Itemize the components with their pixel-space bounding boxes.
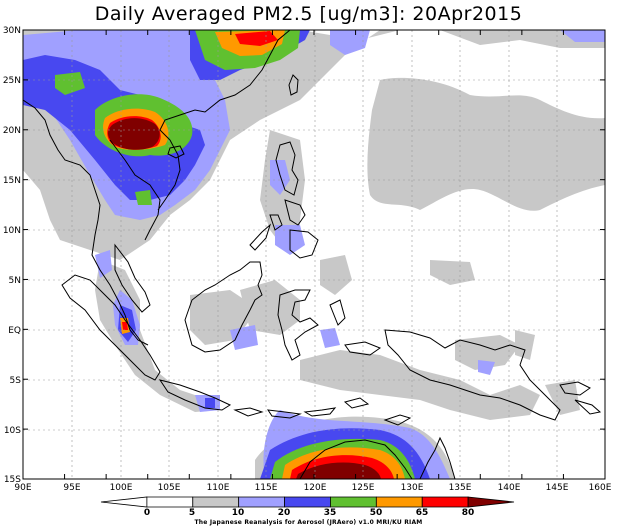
coastline-borneo <box>184 261 263 353</box>
lon-label: 130E <box>401 483 424 493</box>
coastline-sumatra <box>61 274 161 381</box>
colorbar-segment <box>467 496 515 508</box>
lon-label: 135E <box>449 483 472 493</box>
lat-label: 15N <box>3 176 21 186</box>
colorbar-segment <box>192 496 240 508</box>
coastline-australia-north <box>299 436 456 479</box>
lat-label: 5S <box>10 376 22 386</box>
coastline-hainan <box>167 145 185 159</box>
colorbar-segment <box>238 496 285 508</box>
lon-label: 95E <box>63 483 80 493</box>
lat-lon-grid <box>23 30 605 479</box>
lon-label: 120E <box>304 483 327 493</box>
colorbar-label: 80 <box>462 508 475 518</box>
lon-label: 140E <box>498 483 521 493</box>
colorbar <box>100 496 515 508</box>
colorbar-segment <box>330 496 377 508</box>
colorbar-labels: 0 5 10 20 35 50 65 80 <box>144 508 474 518</box>
credit-line: The Japanese Reanalysis for Aerosol (JRA… <box>194 519 423 526</box>
lat-label: 5N <box>9 276 21 286</box>
lat-label: EQ <box>8 326 21 336</box>
lat-label: 15S <box>4 475 21 485</box>
colorbar-label: 50 <box>370 508 383 518</box>
coastlines <box>23 30 602 479</box>
pm25-field <box>23 30 605 479</box>
colorbar-label: 5 <box>189 508 195 518</box>
coastline-luzon <box>275 141 299 196</box>
coastline-mainland-asia <box>23 30 291 346</box>
tick-marks <box>22 29 606 480</box>
colorbar-label: 65 <box>416 508 429 518</box>
lat-label: 25N <box>3 76 21 86</box>
lon-label: 90E <box>14 483 31 493</box>
map-title: Daily Averaged PM2.5 [ug/m3]: 20Apr2015 <box>94 3 523 25</box>
colorbar-label: 35 <box>324 508 337 518</box>
coastline-malay-peninsula <box>114 243 151 313</box>
lon-label: 110E <box>207 483 230 493</box>
lon-label: 115E <box>255 483 278 493</box>
coastline-java <box>158 379 232 411</box>
coastline-bismarck <box>559 381 602 415</box>
latitude-labels: 30N 25N 20N 15N 10N 5N EQ 5S 10S 15S <box>3 26 21 485</box>
colorbar-segment <box>421 496 469 508</box>
colorbar-segment <box>375 496 423 508</box>
lon-label: 145E <box>546 483 569 493</box>
lon-label: 125E <box>352 483 375 493</box>
lon-label: 100E <box>110 483 133 493</box>
colorbar-label: 10 <box>232 508 245 518</box>
lon-label: 160E <box>589 483 612 493</box>
coastline-timor <box>383 414 412 426</box>
colorbar-label: 0 <box>144 508 150 518</box>
colorbar-label: 20 <box>278 508 291 518</box>
lat-label: 10N <box>3 226 21 236</box>
coastline-visayas <box>269 199 306 231</box>
colorbar-segment <box>100 496 148 508</box>
coastline-palawan <box>249 223 271 251</box>
lon-label: 105E <box>158 483 181 493</box>
coastline-taiwan <box>288 74 299 96</box>
coastline-moluccas <box>329 299 382 356</box>
coastline-new-guinea <box>384 329 561 421</box>
lat-label: 20N <box>3 126 21 136</box>
lat-label: 30N <box>3 26 21 36</box>
coastline-mindanao <box>289 229 319 259</box>
coastline-lesser-sunda <box>233 397 370 419</box>
coastline-sulawesi <box>277 289 319 361</box>
longitude-labels: 90E 95E 100E 105E 110E 115E 120E 125E 13… <box>14 483 611 493</box>
colorbar-segment <box>146 496 194 508</box>
lat-label: 10S <box>4 426 21 436</box>
colorbar-segment <box>284 496 331 508</box>
